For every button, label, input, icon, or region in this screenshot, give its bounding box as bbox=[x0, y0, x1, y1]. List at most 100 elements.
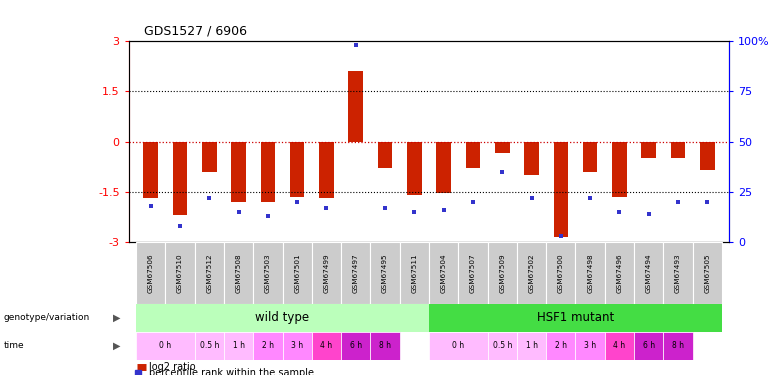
Text: 3 h: 3 h bbox=[291, 341, 303, 350]
Bar bbox=[136, 304, 429, 332]
Bar bbox=[224, 332, 254, 360]
Text: GSM67496: GSM67496 bbox=[616, 253, 622, 292]
Bar bbox=[429, 332, 488, 360]
Text: GSM67497: GSM67497 bbox=[353, 253, 359, 292]
Text: GSM67509: GSM67509 bbox=[499, 253, 505, 292]
Text: genotype/variation: genotype/variation bbox=[4, 314, 90, 322]
Bar bbox=[524, 142, 539, 175]
Bar bbox=[319, 142, 334, 198]
Text: GSM67498: GSM67498 bbox=[587, 253, 593, 292]
Bar bbox=[436, 142, 451, 194]
Text: 1 h: 1 h bbox=[526, 341, 537, 350]
Text: GSM67508: GSM67508 bbox=[236, 253, 242, 292]
Bar bbox=[495, 142, 509, 153]
Text: wild type: wild type bbox=[255, 311, 310, 324]
Bar bbox=[583, 142, 597, 172]
Text: GSM67510: GSM67510 bbox=[177, 253, 183, 292]
Text: 0.5 h: 0.5 h bbox=[200, 341, 219, 350]
Bar bbox=[399, 242, 429, 304]
Bar bbox=[466, 142, 480, 168]
Text: 6 h: 6 h bbox=[643, 341, 654, 350]
Text: GSM67494: GSM67494 bbox=[646, 253, 652, 292]
Bar bbox=[546, 242, 576, 304]
Text: ▶: ▶ bbox=[113, 313, 121, 323]
Text: GSM67493: GSM67493 bbox=[675, 253, 681, 292]
Bar bbox=[488, 332, 517, 360]
Bar bbox=[370, 332, 399, 360]
Bar bbox=[261, 142, 275, 202]
Text: 3 h: 3 h bbox=[584, 341, 596, 350]
Text: 1 h: 1 h bbox=[232, 341, 245, 350]
Bar bbox=[341, 242, 370, 304]
Bar bbox=[172, 142, 187, 215]
Bar bbox=[224, 242, 254, 304]
Text: GSM67505: GSM67505 bbox=[704, 253, 711, 292]
Text: 2 h: 2 h bbox=[555, 341, 567, 350]
Bar bbox=[165, 242, 195, 304]
Text: 0.5 h: 0.5 h bbox=[492, 341, 512, 350]
Bar bbox=[700, 142, 714, 170]
Bar bbox=[370, 242, 399, 304]
Bar bbox=[517, 242, 546, 304]
Text: time: time bbox=[4, 341, 24, 350]
Bar bbox=[312, 242, 341, 304]
Text: GSM67504: GSM67504 bbox=[441, 253, 447, 292]
Text: ▶: ▶ bbox=[113, 341, 121, 351]
Bar bbox=[634, 332, 663, 360]
Bar bbox=[576, 332, 604, 360]
Text: GSM67499: GSM67499 bbox=[324, 253, 329, 292]
Bar bbox=[612, 142, 627, 197]
Bar bbox=[459, 242, 488, 304]
Bar bbox=[604, 242, 634, 304]
Bar bbox=[231, 142, 246, 202]
Text: 0 h: 0 h bbox=[159, 341, 172, 350]
Bar bbox=[282, 242, 312, 304]
Bar bbox=[349, 71, 363, 142]
Text: GSM67512: GSM67512 bbox=[206, 253, 212, 292]
Bar bbox=[136, 242, 165, 304]
Bar bbox=[488, 242, 517, 304]
Text: GSM67500: GSM67500 bbox=[558, 253, 564, 292]
Text: GSM67506: GSM67506 bbox=[147, 253, 154, 292]
Text: 6 h: 6 h bbox=[349, 341, 362, 350]
Bar bbox=[195, 332, 224, 360]
Bar bbox=[517, 332, 546, 360]
Bar bbox=[576, 242, 604, 304]
Text: 8 h: 8 h bbox=[672, 341, 684, 350]
Bar bbox=[429, 304, 722, 332]
Text: log2 ratio: log2 ratio bbox=[149, 362, 196, 372]
Bar bbox=[663, 332, 693, 360]
Bar bbox=[407, 142, 422, 195]
Text: 4 h: 4 h bbox=[613, 341, 626, 350]
Bar bbox=[378, 142, 392, 168]
Text: GSM67503: GSM67503 bbox=[265, 253, 271, 292]
Bar bbox=[341, 332, 370, 360]
Text: GSM67502: GSM67502 bbox=[529, 253, 534, 292]
Bar bbox=[671, 142, 686, 158]
Bar bbox=[546, 332, 576, 360]
Bar bbox=[254, 332, 282, 360]
Text: GSM67507: GSM67507 bbox=[470, 253, 476, 292]
Bar bbox=[634, 242, 663, 304]
Bar bbox=[604, 332, 634, 360]
Text: GSM67501: GSM67501 bbox=[294, 253, 300, 292]
Bar bbox=[554, 142, 568, 237]
Text: GSM67495: GSM67495 bbox=[382, 253, 388, 292]
Text: 4 h: 4 h bbox=[321, 341, 332, 350]
Text: 0 h: 0 h bbox=[452, 341, 464, 350]
Text: HSF1 mutant: HSF1 mutant bbox=[537, 311, 614, 324]
Text: 8 h: 8 h bbox=[379, 341, 391, 350]
Text: GDS1527 / 6906: GDS1527 / 6906 bbox=[144, 24, 247, 38]
Bar bbox=[282, 332, 312, 360]
Bar bbox=[195, 242, 224, 304]
Bar bbox=[693, 242, 722, 304]
Text: GSM67511: GSM67511 bbox=[411, 253, 417, 292]
Bar bbox=[202, 142, 217, 172]
Bar bbox=[254, 242, 282, 304]
Bar bbox=[290, 142, 304, 197]
Bar bbox=[641, 142, 656, 158]
Bar bbox=[429, 242, 459, 304]
Bar bbox=[663, 242, 693, 304]
Bar bbox=[312, 332, 341, 360]
Text: percentile rank within the sample: percentile rank within the sample bbox=[149, 368, 314, 375]
